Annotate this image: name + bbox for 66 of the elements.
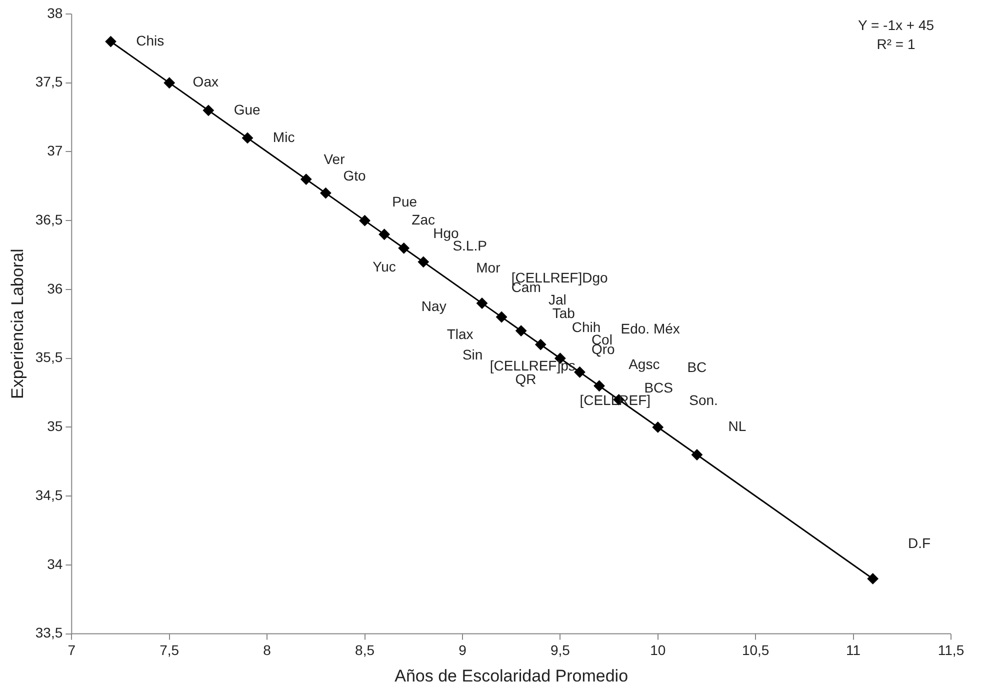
annotation: Ver xyxy=(324,150,346,167)
annotation: QR xyxy=(515,371,536,388)
point xyxy=(594,380,605,392)
annotation: Mic xyxy=(272,128,295,145)
point xyxy=(164,77,175,88)
y-tick-label: 35 xyxy=(47,418,63,434)
x-tick-label: 9,5 xyxy=(550,642,570,658)
x-tick-label: 11 xyxy=(846,642,861,658)
annotation: Agsc xyxy=(628,356,660,372)
y-tick-label: 34 xyxy=(47,556,63,572)
point xyxy=(652,422,664,433)
annotation: Gto xyxy=(343,167,366,184)
annotation: Tlax xyxy=(446,326,474,342)
x-tick-label: 11,5 xyxy=(938,642,964,658)
annotation: BC xyxy=(687,358,707,375)
annotation: Edo. Méx xyxy=(620,320,680,336)
point xyxy=(535,339,546,350)
annotation: Yuc xyxy=(372,258,396,274)
x-tick-label: 8 xyxy=(263,642,272,658)
point xyxy=(516,325,527,336)
point xyxy=(242,132,254,144)
x-tick-label: 10,5 xyxy=(742,642,770,658)
annotation: Oax xyxy=(192,74,218,90)
annotation: Nay xyxy=(421,298,446,314)
x-tick-label: 7 xyxy=(68,642,76,658)
annotation: Sin xyxy=(462,346,483,362)
y-tick-label: 33,5 xyxy=(35,624,63,641)
annotation: Jal xyxy=(548,291,566,308)
y-tick-label: 37 xyxy=(47,142,63,159)
point xyxy=(202,104,214,116)
x-tick-label: 7,5 xyxy=(160,642,180,658)
annotation: Gue xyxy=(234,101,261,118)
point xyxy=(398,242,410,254)
y-tick-label: 38 xyxy=(47,4,63,21)
point xyxy=(359,215,370,226)
y-tick-label: 37,5 xyxy=(35,74,63,90)
y-tick-label: 36 xyxy=(47,280,63,296)
point xyxy=(105,36,116,48)
annotation: Pue xyxy=(392,194,418,210)
x-axis-title: Años de Escolaridad Promedio xyxy=(394,666,628,686)
annotation: D.F xyxy=(908,535,931,552)
point xyxy=(418,256,429,268)
annotation: NL xyxy=(728,418,746,434)
point xyxy=(496,312,508,323)
annotation: Y = -1x + 45 R² = 1 xyxy=(858,16,934,52)
point xyxy=(378,228,390,240)
annotation: Son. xyxy=(689,392,718,408)
annotation: Mor xyxy=(476,260,501,276)
annotation: BCS xyxy=(644,379,673,396)
point xyxy=(691,449,702,460)
y-axis-title: Experiencia Laboral xyxy=(8,248,27,400)
y-tick-label: 36,5 xyxy=(35,211,63,228)
x-tick-label: 9 xyxy=(458,642,467,658)
x-tick-label: 10 xyxy=(650,642,666,658)
point xyxy=(300,174,312,185)
point xyxy=(320,188,332,199)
point xyxy=(574,366,586,378)
x-tick-label: 8,5 xyxy=(355,642,375,658)
annotation: Tab xyxy=(552,305,576,322)
annotation: Zac xyxy=(412,211,436,228)
point xyxy=(867,573,878,584)
point xyxy=(476,298,488,309)
annotation: Chih xyxy=(572,318,601,335)
y-tick-label: 34,5 xyxy=(35,486,63,503)
y-tick-label: 35,5 xyxy=(35,349,63,366)
annotation: Chis xyxy=(136,32,164,48)
